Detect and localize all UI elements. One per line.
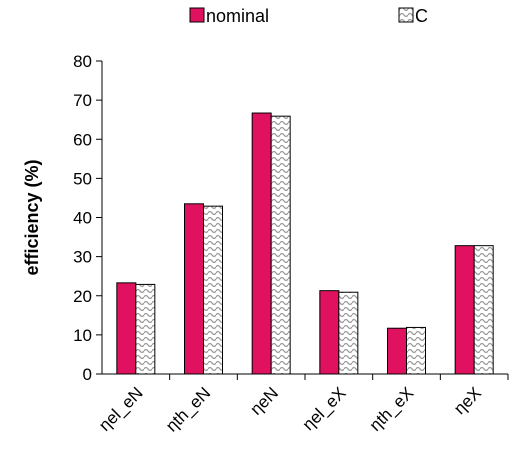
bar-nominal-1 (184, 203, 204, 375)
legend-label-c: C (415, 6, 428, 26)
y-tick-label-3: 30 (73, 248, 92, 267)
bar-c-4 (406, 326, 426, 375)
y-tick-label-0: 0 (83, 365, 92, 384)
y-tick-label-4: 40 (73, 209, 92, 228)
x-tick-label-3: ηel_eX (299, 383, 350, 434)
legend-swatch-c (398, 7, 414, 23)
bar-nominal-4 (387, 327, 407, 375)
x-tick-label-1: ηth_eN (162, 383, 214, 435)
y-axis-label: efficiency (%) (22, 159, 42, 275)
x-tick-label-0: ηel_eN (95, 383, 147, 435)
bar-nominal-3 (319, 290, 340, 375)
legend: nominal C (189, 6, 428, 26)
bar-c-3 (338, 291, 359, 375)
x-axis-ticks: ηel_eN ηth_eN ηeN ηel_eX ηth_eX ηeX (95, 374, 509, 436)
bar-nominal-2 (251, 112, 272, 375)
x-tick-label-2: ηeN (247, 383, 282, 418)
y-axis-ticks: 0 10 20 30 40 50 60 70 80 (73, 52, 102, 384)
x-tick-label-5: ηeX (450, 383, 485, 418)
legend-swatch-nominal (189, 7, 205, 23)
y-tick-label-7: 70 (73, 91, 92, 110)
bar-c-2 (270, 115, 291, 375)
x-tick-label-4: ηth_eX (366, 383, 418, 435)
y-tick-label-8: 80 (73, 52, 92, 71)
bar-nominal-0 (116, 282, 137, 375)
bar-c-0 (135, 283, 156, 375)
bar-nominal-5 (454, 245, 475, 375)
y-tick-label-2: 20 (73, 287, 92, 306)
bar-c-5 (473, 245, 494, 375)
y-tick-label-5: 50 (73, 169, 92, 188)
bars (116, 112, 494, 375)
y-tick-label-6: 60 (73, 130, 92, 149)
legend-label-nominal: nominal (206, 6, 269, 26)
bar-c-1 (203, 205, 223, 375)
y-tick-label-1: 10 (73, 326, 92, 345)
